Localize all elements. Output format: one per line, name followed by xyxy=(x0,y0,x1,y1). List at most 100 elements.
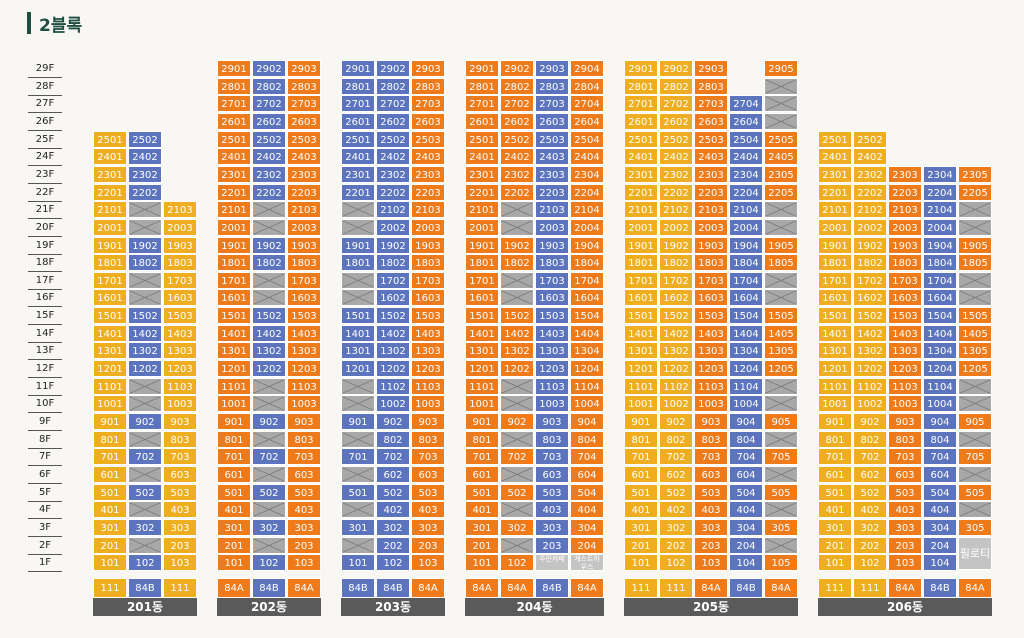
apartment-unit: 503 xyxy=(694,483,728,501)
apartment-unit: 1805 xyxy=(958,254,992,272)
apartment-unit: 101 xyxy=(465,554,499,572)
apartment-unit: 302 xyxy=(853,518,887,536)
apartment-unit: 1503 xyxy=(694,307,728,325)
vacant-unit xyxy=(764,430,798,448)
apartment-unit: 2501 xyxy=(818,130,852,148)
vacant-cross-icon xyxy=(959,202,991,217)
apartment-unit: 1403 xyxy=(888,324,922,342)
apartment-unit: 701 xyxy=(818,448,852,466)
apartment-unit: 2905 xyxy=(764,60,798,77)
apartment-unit: 404 xyxy=(923,501,957,519)
unit-type-label: 84B xyxy=(729,578,763,598)
title-accent-bar xyxy=(27,12,31,34)
apartment-unit: 301 xyxy=(818,518,852,536)
apartment-unit: 601 xyxy=(624,465,658,483)
vacant-unit xyxy=(500,430,534,448)
floor-label: 18F xyxy=(28,254,62,273)
apartment-unit: 1703 xyxy=(411,271,445,289)
apartment-unit: 1004 xyxy=(729,395,763,413)
vacant-cross-icon xyxy=(253,290,285,305)
apartment-unit: 2902 xyxy=(659,60,693,77)
floor-label: 15F xyxy=(28,307,62,326)
apartment-unit: 1905 xyxy=(958,236,992,254)
apartment-unit: 502 xyxy=(376,483,410,501)
apartment-unit: 1003 xyxy=(163,395,197,413)
apartment-unit: 1104 xyxy=(729,377,763,395)
apartment-unit: 1301 xyxy=(818,342,852,360)
floor-label: 11F xyxy=(28,378,62,396)
apartment-unit: 1002 xyxy=(853,395,887,413)
apartment-unit: 1301 xyxy=(465,342,499,360)
apartment-unit: 2002 xyxy=(659,218,693,236)
apartment-unit: 2402 xyxy=(128,148,162,166)
apartment-unit: 102 xyxy=(853,554,887,572)
apartment-unit: 304 xyxy=(570,518,604,536)
apartment-unit: 1404 xyxy=(923,324,957,342)
apartment-unit: 1602 xyxy=(376,289,410,307)
apartment-unit: 1905 xyxy=(764,236,798,254)
apartment-unit: 1903 xyxy=(888,236,922,254)
apartment-unit: 2202 xyxy=(376,183,410,201)
apartment-unit: 1805 xyxy=(764,254,798,272)
apartment-unit: 802 xyxy=(376,430,410,448)
apartment-unit: 903 xyxy=(694,413,728,430)
apartment-unit: 302 xyxy=(376,518,410,536)
apartment-unit: 502 xyxy=(659,483,693,501)
apartment-unit: 1502 xyxy=(252,307,286,325)
apartment-unit: 304 xyxy=(729,518,763,536)
building-name-label: 203동 xyxy=(341,598,445,616)
apartment-unit: 2602 xyxy=(659,112,693,130)
vacant-cross-icon xyxy=(501,290,533,305)
apartment-unit: 2404 xyxy=(570,148,604,166)
vacant-cross-icon xyxy=(253,379,285,394)
apartment-unit: 404 xyxy=(729,501,763,519)
apartment-unit: 2104 xyxy=(729,201,763,219)
apartment-unit: 101 xyxy=(217,554,251,572)
vacant-unit xyxy=(341,536,375,554)
apartment-unit: 203 xyxy=(888,536,922,554)
unit-type-label: 84A xyxy=(694,578,728,598)
unit-type-label: 111 xyxy=(659,578,693,598)
apartment-unit: 1001 xyxy=(465,395,499,413)
apartment-unit: 1103 xyxy=(163,377,197,395)
vacant-cross-icon xyxy=(342,202,374,217)
apartment-unit: 2001 xyxy=(217,218,251,236)
apartment-unit: 603 xyxy=(411,465,445,483)
apartment-unit: 303 xyxy=(163,518,197,536)
vacant-unit xyxy=(500,465,534,483)
floor-label: 17F xyxy=(28,272,62,290)
apartment-unit: 301 xyxy=(93,518,127,536)
apartment-unit: 1302 xyxy=(376,342,410,360)
apartment-unit: 1003 xyxy=(535,395,569,413)
apartment-unit: 1202 xyxy=(376,360,410,378)
vacant-cross-icon xyxy=(765,432,797,447)
apartment-unit: 1601 xyxy=(93,289,127,307)
vacant-cross-icon xyxy=(253,202,285,217)
floor-label: 14F xyxy=(28,325,62,343)
apartment-unit: 1403 xyxy=(163,324,197,342)
apartment-unit: 303 xyxy=(694,518,728,536)
apartment-unit: 201 xyxy=(93,536,127,554)
vacant-unit xyxy=(128,289,162,307)
apartment-unit: 1303 xyxy=(888,342,922,360)
apartment-unit: 2704 xyxy=(570,95,604,113)
vacant-cross-icon xyxy=(342,432,374,447)
apartment-unit: 2204 xyxy=(729,183,763,201)
apartment-unit: 2003 xyxy=(411,218,445,236)
apartment-unit: 902 xyxy=(659,413,693,430)
apartment-unit: 501 xyxy=(341,483,375,501)
unit-type-label: 111 xyxy=(93,578,127,598)
vacant-unit xyxy=(341,501,375,519)
floor-label: 26F xyxy=(28,113,62,131)
apartment-unit: 2103 xyxy=(888,201,922,219)
apartment-unit: 501 xyxy=(93,483,127,501)
apartment-unit: 901 xyxy=(465,413,499,430)
vacant-unit xyxy=(764,95,798,113)
apartment-unit: 1401 xyxy=(624,324,658,342)
apartment-unit: 2102 xyxy=(853,201,887,219)
apartment-unit: 705 xyxy=(958,448,992,466)
unit-type-label: 84A xyxy=(411,578,445,598)
vacant-unit xyxy=(958,465,992,483)
vacant-unit xyxy=(341,218,375,236)
floor-label: 22F xyxy=(28,184,62,202)
